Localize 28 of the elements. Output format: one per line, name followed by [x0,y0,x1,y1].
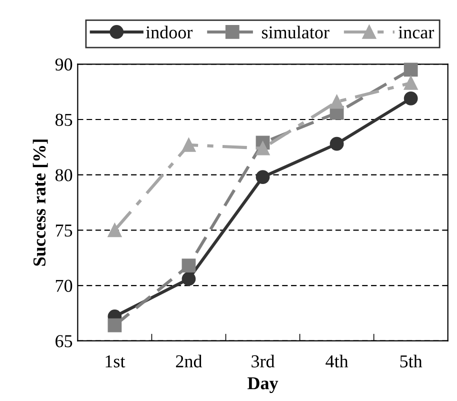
x-tick-label: 2nd [176,354,202,368]
x-axis-title: Day [248,377,278,394]
x-tick-label: 4th [326,354,348,368]
y-tick-label: 70 [56,280,72,292]
point [182,272,196,286]
point [182,138,196,152]
legend-label: simulator [262,26,330,38]
y-axis-title: Success rate [%] [32,140,48,266]
point [404,92,418,106]
y-tick-label: 90 [55,58,72,71]
x-tick-label: 1st [106,355,126,368]
point [256,170,270,184]
point [404,76,418,90]
point [330,94,344,109]
point [108,318,122,332]
y-tick-label: 85 [55,114,72,126]
x-tick-label: 3rd [252,354,275,368]
point [330,136,344,151]
legend-label: incar [398,26,434,38]
point [182,258,196,273]
y-tick-label: 65 [56,335,72,348]
point [404,62,418,77]
y-tick-label: 75 [56,224,72,237]
y-tick-label: 80 [55,169,72,182]
point [256,141,270,156]
point [108,223,122,238]
x-tick-label: 5th [400,354,422,368]
legend-label: indoor [146,26,193,38]
